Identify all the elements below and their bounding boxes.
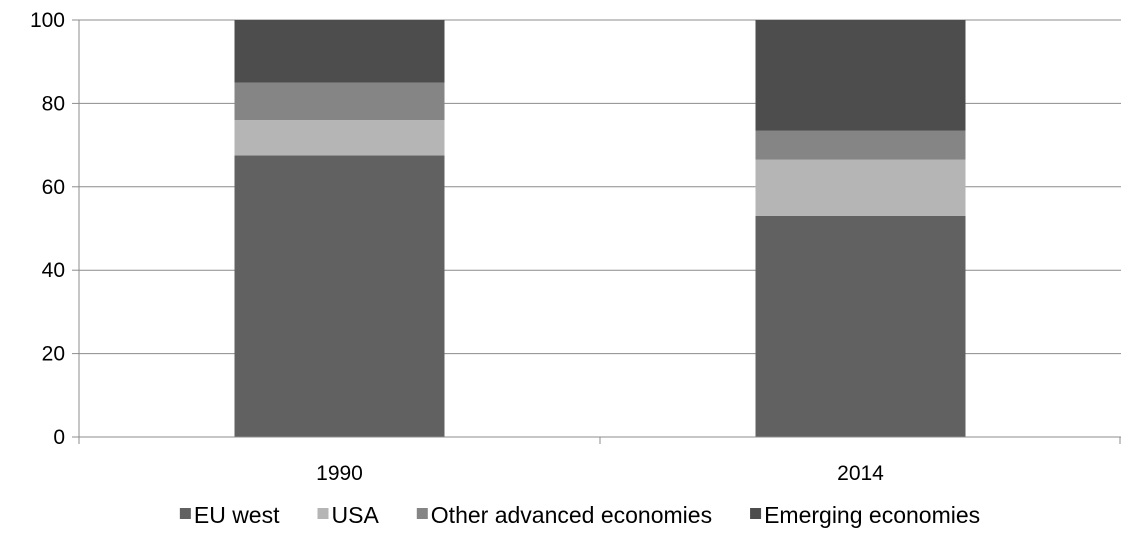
- bar-segment-emerging-economies-1990: [234, 20, 445, 83]
- bar-segment-emerging-economies-2014: [755, 20, 966, 131]
- legend-swatch: [750, 508, 762, 519]
- y-tick-label: 0: [53, 426, 65, 449]
- legend-swatch: [317, 508, 329, 519]
- y-tick-label: 20: [42, 343, 65, 366]
- legend: EU west USA Other advanced economies Emergi…: [179, 502, 980, 528]
- bars: [234, 20, 966, 437]
- y-tick-label: 100: [30, 9, 65, 32]
- bar-segment-eu-west-1990: [234, 155, 445, 437]
- legend-swatch: [179, 508, 191, 519]
- bar-segment-usa-2014: [755, 159, 966, 216]
- bar-segment-eu-west-2014: [755, 215, 966, 437]
- legend-item: Emerging economies: [750, 502, 980, 528]
- y-tick-label: 80: [42, 92, 65, 115]
- legend-label: Emerging economies: [764, 502, 980, 528]
- legend-item: USA: [317, 502, 380, 528]
- bar-segment-other-advanced-economies-1990: [234, 82, 445, 121]
- legend-swatch: [416, 508, 428, 519]
- y-tick-label: 40: [42, 259, 65, 282]
- bar-segment-other-advanced-economies-2014: [755, 130, 966, 160]
- y-axis-tick-labels: 0 20 40 60 80 100: [30, 9, 65, 449]
- bar-segment-usa-1990: [234, 120, 445, 156]
- axes: [72, 19, 1121, 444]
- x-axis-tick-labels: 1990 2014: [316, 462, 884, 485]
- x-tick-label: 1990: [316, 462, 363, 485]
- legend-label: USA: [332, 502, 380, 528]
- legend-item: Other advanced economies: [416, 502, 712, 528]
- x-tick-label: 2014: [837, 462, 884, 485]
- legend-item: EU west: [179, 502, 280, 528]
- legend-label: Other advanced economies: [431, 502, 712, 528]
- y-tick-label: 60: [42, 176, 65, 199]
- legend-label: EU west: [194, 502, 280, 528]
